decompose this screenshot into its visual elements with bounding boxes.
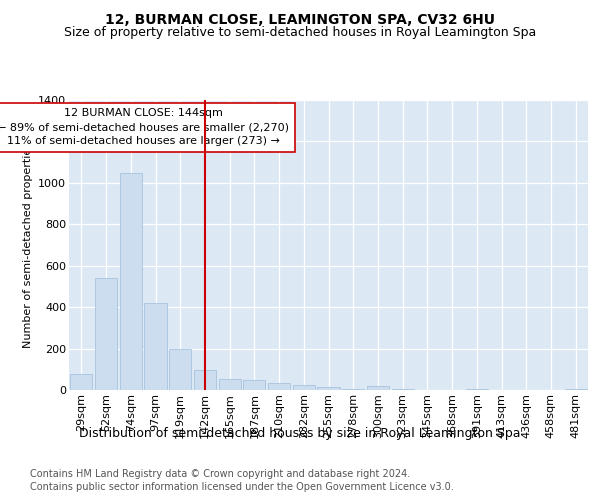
Bar: [70, 374, 92, 390]
Bar: [169, 348, 191, 390]
Bar: [95, 278, 117, 390]
Text: 12 BURMAN CLOSE: 144sqm
← 89% of semi-detached houses are smaller (2,270)
11% of: 12 BURMAN CLOSE: 144sqm ← 89% of semi-de…: [0, 108, 289, 146]
Bar: [268, 383, 290, 390]
Bar: [392, 389, 414, 390]
Bar: [145, 303, 167, 390]
Bar: [565, 389, 587, 390]
Bar: [466, 389, 488, 390]
Text: Size of property relative to semi-detached houses in Royal Leamington Spa: Size of property relative to semi-detach…: [64, 26, 536, 39]
Bar: [293, 385, 315, 390]
Bar: [342, 389, 364, 390]
Y-axis label: Number of semi-detached properties: Number of semi-detached properties: [23, 142, 32, 348]
Bar: [119, 172, 142, 390]
Text: Contains HM Land Registry data © Crown copyright and database right 2024.: Contains HM Land Registry data © Crown c…: [30, 469, 410, 479]
Text: Distribution of semi-detached houses by size in Royal Leamington Spa: Distribution of semi-detached houses by …: [79, 428, 521, 440]
Bar: [218, 378, 241, 390]
Text: 12, BURMAN CLOSE, LEAMINGTON SPA, CV32 6HU: 12, BURMAN CLOSE, LEAMINGTON SPA, CV32 6…: [105, 12, 495, 26]
Text: Contains public sector information licensed under the Open Government Licence v3: Contains public sector information licen…: [30, 482, 454, 492]
Bar: [367, 386, 389, 390]
Bar: [194, 370, 216, 390]
Bar: [317, 387, 340, 390]
Bar: [243, 380, 265, 390]
